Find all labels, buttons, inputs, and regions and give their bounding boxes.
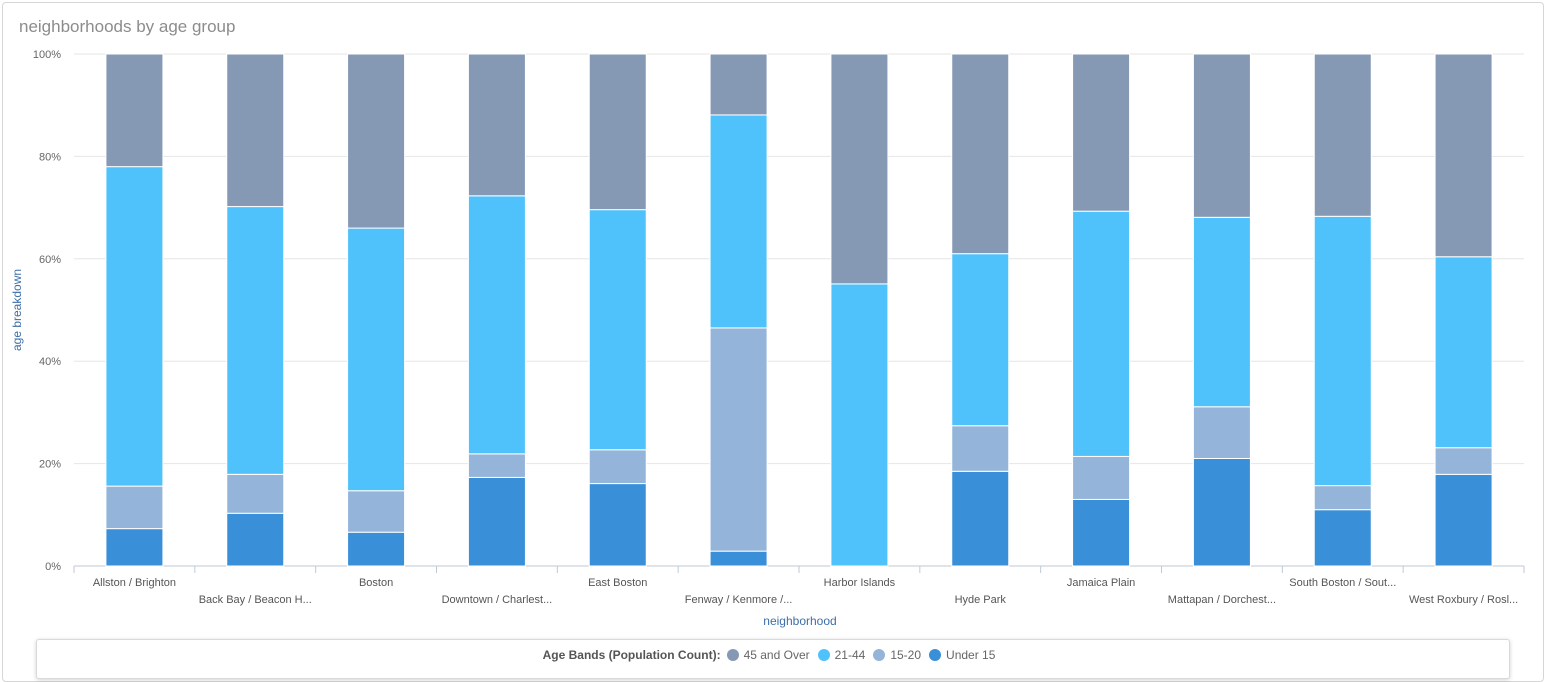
chart-title: neighborhoods by age group xyxy=(19,17,236,36)
bar-segment[interactable] xyxy=(1313,509,1372,567)
legend-item[interactable]: Under 15 xyxy=(929,648,995,662)
bar-segment[interactable] xyxy=(105,166,164,487)
legend-marker xyxy=(929,649,942,661)
bar-segment[interactable] xyxy=(1072,53,1131,212)
bar-segment[interactable] xyxy=(1313,53,1372,217)
bar-segment[interactable] xyxy=(226,473,285,514)
x-tick-label: South Boston / Sout... xyxy=(1289,577,1396,589)
bar-segment[interactable] xyxy=(347,53,406,229)
bar-segment[interactable] xyxy=(588,209,647,451)
bar-segment[interactable] xyxy=(467,195,526,455)
x-tick-label: Mattapan / Dorchest... xyxy=(1168,594,1276,606)
bar-segment[interactable] xyxy=(1192,457,1251,567)
bar-segment[interactable] xyxy=(951,53,1010,255)
legend-item[interactable]: 15-20 xyxy=(873,648,921,662)
bar-segment[interactable] xyxy=(467,453,526,478)
bar-segment[interactable] xyxy=(830,53,889,285)
bar-segment[interactable] xyxy=(1192,406,1251,459)
bar-segment[interactable] xyxy=(588,449,647,485)
bar-segment[interactable] xyxy=(226,53,285,208)
bar-segment[interactable] xyxy=(588,483,647,567)
grid-lines xyxy=(73,53,1525,573)
y-tick-label: 20% xyxy=(39,459,61,471)
bar-segment[interactable] xyxy=(105,528,164,567)
legend-label: Under 15 xyxy=(946,648,996,662)
y-tick-label: 0% xyxy=(45,561,61,573)
bar-segment[interactable] xyxy=(1072,498,1131,567)
bar-segment[interactable] xyxy=(709,53,768,116)
bar-segment[interactable] xyxy=(588,53,647,211)
x-tick-label: Jamaica Plain xyxy=(1067,577,1135,589)
y-tick-labels: 0% 20% 40% 60% 80% 100% xyxy=(33,49,61,573)
bar-segment[interactable] xyxy=(830,283,889,567)
bar-segment[interactable] xyxy=(709,327,768,552)
bar-segment[interactable] xyxy=(1192,216,1251,408)
legend: Age Bands (Population Count): 45 and Ove… xyxy=(36,639,1510,679)
y-tick-label: 100% xyxy=(33,49,61,61)
x-tick-label: Boston xyxy=(359,577,393,589)
bar-segment[interactable] xyxy=(1434,256,1493,449)
bar-segment[interactable] xyxy=(1072,210,1131,457)
legend-marker xyxy=(726,649,739,661)
bar-segment[interactable] xyxy=(467,476,526,567)
x-tick-label: Hyde Park xyxy=(955,594,1007,606)
bar-segment[interactable] xyxy=(1434,447,1493,475)
bar-segment[interactable] xyxy=(1072,455,1131,500)
bar-segment[interactable] xyxy=(347,490,406,533)
bar-segment[interactable] xyxy=(226,206,285,475)
x-axis-label: neighborhood xyxy=(763,614,836,628)
x-tick-label: Fenway / Kenmore /... xyxy=(685,594,793,606)
bar-segment[interactable] xyxy=(105,53,164,168)
legend-label: 15-20 xyxy=(890,648,922,662)
bar-segment[interactable] xyxy=(1192,53,1251,218)
x-tick-labels: Allston / Brighton Back Bay / Beacon H...… xyxy=(93,577,1518,606)
legend-label: 45 and Over xyxy=(743,648,810,662)
legend-label: 21-44 xyxy=(834,648,866,662)
x-tick-label: Harbor Islands xyxy=(824,577,896,589)
bar-segment[interactable] xyxy=(467,53,526,197)
y-tick-label: 80% xyxy=(39,151,61,163)
x-tick-label: Downtown / Charlest... xyxy=(442,594,553,606)
y-axis-label: age breakdown xyxy=(10,269,24,351)
bar-segment[interactable] xyxy=(951,470,1010,567)
x-tick-label: West Roxbury / Rosl... xyxy=(1409,594,1518,606)
legend-item[interactable]: 21-44 xyxy=(817,648,866,662)
legend-marker xyxy=(873,649,886,661)
legend-items: 45 and Over 21-44 15-20 Under 15 xyxy=(726,648,1004,662)
x-tick-label: East Boston xyxy=(588,577,647,589)
bar-segment[interactable] xyxy=(951,253,1010,427)
bars xyxy=(105,53,1493,567)
legend-item[interactable]: 45 and Over xyxy=(726,648,810,662)
bar-segment[interactable] xyxy=(1434,53,1493,258)
y-tick-label: 40% xyxy=(39,356,61,368)
bar-segment[interactable] xyxy=(709,550,768,567)
bar-segment[interactable] xyxy=(709,114,768,329)
legend-marker xyxy=(817,649,830,661)
bar-segment[interactable] xyxy=(1313,485,1372,511)
bar-segment[interactable] xyxy=(226,512,285,567)
bar-segment[interactable] xyxy=(1434,473,1493,567)
legend-title: Age Bands (Population Count): xyxy=(542,648,721,662)
bar-segment[interactable] xyxy=(951,425,1010,472)
y-tick-label: 60% xyxy=(39,254,61,266)
bar-segment[interactable] xyxy=(347,531,406,567)
x-tick-label: Back Bay / Beacon H... xyxy=(199,594,312,606)
bar-segment[interactable] xyxy=(347,227,406,492)
chart-plot: 0% 20% 40% 60% 80% 100% Allston / Brighton Bac… xyxy=(10,49,1525,628)
bar-segment[interactable] xyxy=(105,485,164,530)
bar-segment[interactable] xyxy=(1313,215,1372,487)
x-tick-label: Allston / Brighton xyxy=(93,577,176,589)
